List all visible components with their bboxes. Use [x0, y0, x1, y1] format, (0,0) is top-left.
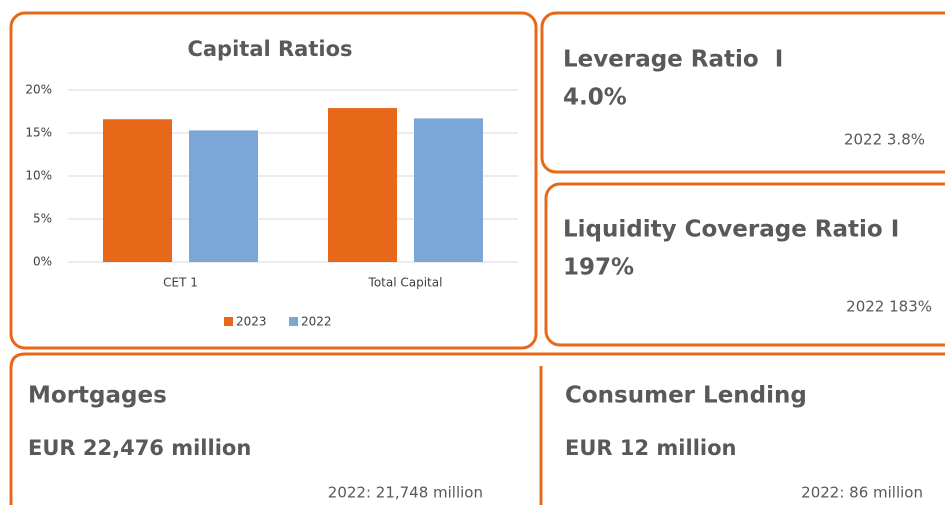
- bar: [414, 118, 483, 262]
- card-title: Consumer Lending: [565, 383, 807, 409]
- legend-swatch: [224, 317, 233, 326]
- y-tick-label: 10%: [25, 169, 52, 183]
- bar: [189, 130, 258, 262]
- card-previous: 2022: 86 million: [801, 484, 923, 502]
- card-previous: 2022: 21,748 million: [328, 484, 483, 502]
- y-tick-label: 20%: [25, 83, 52, 97]
- legend-label: 2023: [236, 315, 267, 329]
- y-tick-label: 0%: [33, 255, 52, 269]
- x-tick-label: Total Capital: [368, 276, 443, 290]
- card-title: Leverage Ratio I: [563, 47, 783, 73]
- legend-swatch: [289, 317, 298, 326]
- y-tick-label: 5%: [33, 212, 52, 226]
- legend-label: 2022: [301, 315, 332, 329]
- card-box: [540, 11, 945, 174]
- bar: [103, 119, 172, 263]
- chart-box: [9, 11, 538, 350]
- card-title: Mortgages: [28, 383, 167, 409]
- chart-title: Capital Ratios: [187, 37, 352, 61]
- y-tick-label: 15%: [25, 126, 52, 140]
- bottom-box: [9, 352, 945, 509]
- bar: [328, 108, 397, 262]
- x-tick-label: CET 1: [163, 276, 198, 290]
- card-value: 4.0%: [563, 85, 627, 111]
- card-previous: 2022 183%: [846, 298, 932, 316]
- card-value: 197%: [563, 255, 634, 281]
- card-value: EUR 12 million: [565, 436, 736, 460]
- card-box: [544, 182, 945, 347]
- card-value: EUR 22,476 million: [28, 436, 251, 460]
- card-title: Liquidity Coverage Ratio I: [563, 217, 899, 243]
- card-previous: 2022 3.8%: [844, 131, 925, 149]
